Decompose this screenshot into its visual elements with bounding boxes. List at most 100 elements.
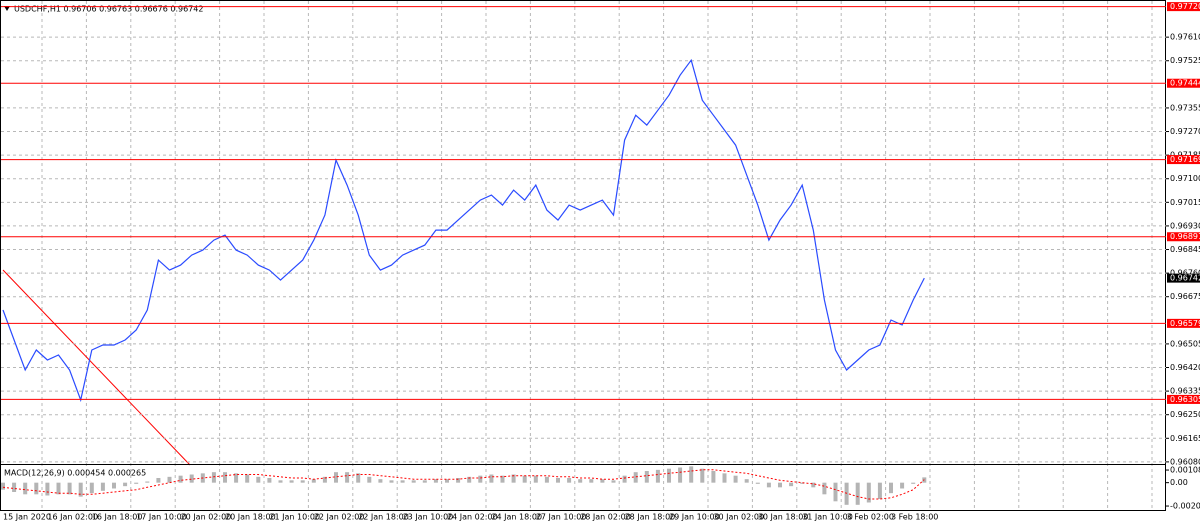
last-price-label: 0.96742 (1170, 274, 1200, 283)
level-label: 0.97720 (1170, 2, 1200, 11)
x-tick-label: 31 Jan 10:00 (802, 513, 853, 522)
macd-bar (844, 482, 849, 505)
y-tick-label: 0.96505 (1170, 339, 1200, 348)
level-label: 0.97169 (1170, 155, 1200, 164)
macd-bar (511, 474, 516, 483)
macd-bar (145, 481, 150, 483)
macd-bar (34, 482, 39, 495)
macd-bar (311, 479, 316, 483)
macd-bar (478, 475, 483, 483)
macd-bar (23, 482, 28, 495)
y-tick-label: 0.96080 (1170, 457, 1200, 466)
y-tick-label: 0.96675 (1170, 292, 1200, 301)
macd-bar (256, 476, 261, 483)
level-label: 0.97444 (1170, 79, 1200, 88)
macd-bar (600, 479, 605, 483)
macd-bar (567, 478, 572, 483)
macd-bar (12, 482, 17, 492)
macd-bar (866, 482, 871, 503)
macd-bar (833, 482, 838, 502)
macd-bar (300, 480, 305, 483)
macd-bar (800, 482, 805, 484)
level-label-bg (1167, 318, 1200, 328)
macd-bar (345, 472, 350, 483)
x-tick-label: 24 Jan 18:00 (491, 513, 542, 522)
y-tick-label: 0.97610 (1170, 33, 1200, 42)
macd-bar (78, 482, 83, 497)
macd-bar (1, 482, 5, 490)
level-label-bg (1167, 394, 1200, 404)
y-tick-label: 0.97015 (1170, 198, 1200, 207)
last-price-bg (1167, 273, 1200, 283)
y-tick-label: 0.97525 (1170, 56, 1200, 65)
macd-bar (411, 480, 416, 483)
x-tick-label: 3 Feb 02:00 (847, 513, 894, 522)
trend-line (2, 269, 191, 466)
x-tick-label: 29 Jan 10:00 (669, 513, 720, 522)
macd-bar (245, 474, 250, 483)
macd-bar (367, 476, 372, 483)
macd-bar (322, 476, 327, 483)
macd-bar (900, 482, 905, 489)
level-label: 0.96305 (1170, 395, 1200, 404)
macd-bar (655, 469, 660, 483)
y-tick-label: 0.96250 (1170, 410, 1200, 419)
y-tick-label: 0.97270 (1170, 127, 1200, 136)
level-label: 0.96891 (1170, 232, 1200, 241)
macd-bar (911, 482, 916, 484)
macd-bar (112, 482, 116, 489)
macd-bar (189, 474, 194, 483)
y-tick-label: 0.97100 (1170, 174, 1200, 183)
macd-bar (889, 482, 893, 494)
macd-bar (689, 466, 694, 483)
macd-bar (633, 472, 638, 483)
macd-bar (389, 480, 394, 483)
macd-bar (611, 480, 616, 483)
x-tick-label: 22 Jan 02:00 (314, 513, 365, 522)
macd-bar (422, 480, 427, 483)
macd-bar (544, 476, 549, 483)
x-tick-label: 30 Jan 02:00 (713, 513, 764, 522)
macd-bar (744, 479, 749, 483)
x-tick-label: 15 Jan 2020 (3, 513, 51, 522)
macd-bar (378, 479, 383, 483)
x-tick-label: 16 Jan 18:00 (92, 513, 143, 522)
y-tick-label: 0.96165 (1170, 434, 1200, 443)
macd-bar (533, 475, 538, 483)
level-label: 0.96579 (1170, 319, 1200, 328)
macd-bar (855, 482, 860, 505)
macd-bar (223, 472, 227, 483)
macd-bar (456, 478, 461, 483)
macd-bar (134, 482, 139, 484)
macd-bar (789, 482, 794, 487)
macd-bar (667, 468, 671, 483)
macd-bar (123, 482, 128, 487)
macd-bar (178, 475, 183, 483)
x-tick-label: 30 Jan 18:00 (758, 513, 809, 522)
macd-bar (678, 467, 683, 483)
macd-bar (489, 474, 494, 483)
macd-bar (356, 473, 361, 483)
macd-bar (433, 479, 438, 483)
macd-bar (278, 480, 283, 483)
y-tick-label: 0.96930 (1170, 221, 1200, 230)
macd-bar (500, 475, 505, 483)
macd-bar (778, 482, 782, 488)
macd-bar (822, 482, 827, 495)
x-tick-label: 28 Jan 02:00 (580, 513, 631, 522)
x-tick-label: 28 Jan 18:00 (625, 513, 676, 522)
macd-bar (811, 482, 816, 488)
macd-bar (556, 478, 560, 483)
macd-bar (711, 471, 716, 483)
y-tick-label: 0.001083 (1170, 466, 1200, 475)
x-tick-label: 27 Jan 10:00 (536, 513, 587, 522)
macd-bar (89, 482, 94, 494)
macd-bar (766, 482, 771, 488)
level-label-bg (1167, 155, 1200, 165)
macd-bar (45, 482, 50, 496)
macd-bar (622, 475, 627, 483)
macd-bar (445, 479, 449, 483)
time-grid (41, 1, 1153, 510)
macd-title: MACD(12,26,9) 0.000454 0.000265 (4, 469, 146, 478)
macd-bar (67, 482, 72, 495)
